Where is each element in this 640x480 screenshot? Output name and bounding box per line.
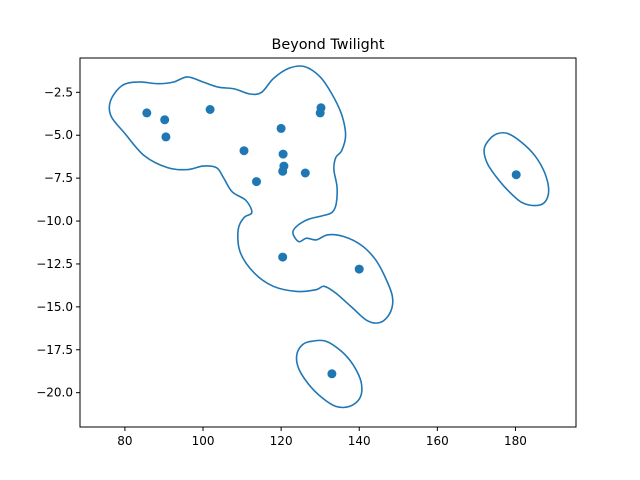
x-tick-label: 180: [504, 434, 527, 448]
y-tick-label: −20.0: [36, 386, 73, 400]
data-point: [276, 123, 286, 133]
data-point: [511, 170, 521, 180]
y-tick-label: −17.5: [36, 343, 73, 357]
data-point: [327, 369, 337, 379]
x-tick-label: 160: [426, 434, 449, 448]
data-point: [278, 166, 288, 176]
data-point: [161, 132, 171, 142]
x-axis-ticks: 80 100 120 140 160 180: [117, 427, 527, 448]
y-tick-label: −15.0: [36, 300, 73, 314]
contour-line: [483, 131, 550, 207]
data-point: [300, 168, 310, 178]
y-tick-label: −2.5: [44, 85, 73, 99]
y-tick-label: −7.5: [44, 171, 73, 185]
contour-line: [295, 339, 363, 409]
x-tick-label: 100: [192, 434, 215, 448]
data-point: [278, 149, 288, 159]
contour-layer: [108, 65, 550, 409]
data-point: [278, 252, 288, 262]
data-point: [315, 108, 325, 118]
data-point: [142, 108, 152, 118]
data-point: [205, 105, 215, 114]
data-point: [160, 115, 170, 125]
y-axis-ticks: −2.5 −5.0 −7.5 −10.0 −12.5 −15.0 −17.5 −20.0: [36, 85, 80, 400]
scatter-points: [142, 103, 521, 379]
y-tick-label: −10.0: [36, 214, 73, 228]
y-tick-label: −12.5: [36, 257, 73, 271]
data-point: [252, 177, 261, 187]
x-tick-label: 140: [348, 434, 371, 448]
x-tick-label: 80: [117, 434, 132, 448]
contour-line: [108, 65, 394, 324]
chart-title: Beyond Twilight: [272, 37, 385, 53]
y-tick-label: −5.0: [44, 128, 73, 142]
data-point: [354, 264, 364, 274]
plot-frame: [79, 57, 577, 428]
x-tick-label: 120: [270, 434, 293, 448]
data-point: [239, 146, 249, 156]
